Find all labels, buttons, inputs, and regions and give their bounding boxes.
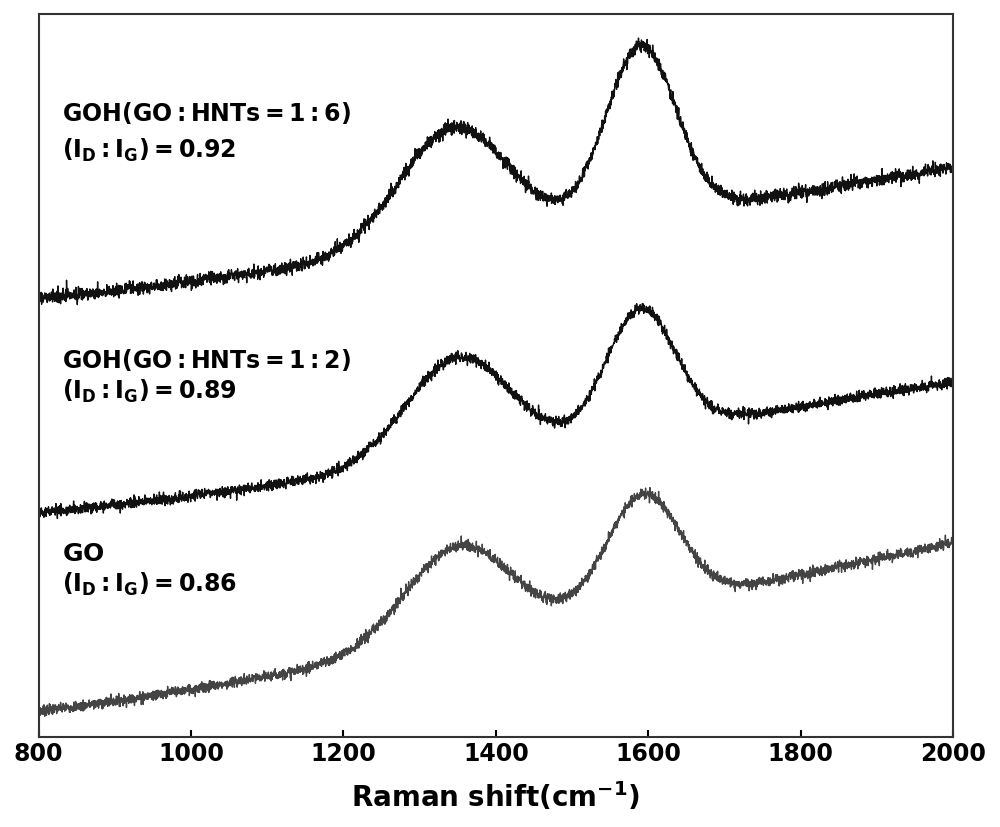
- Text: $\mathbf{(I_D:I_G)=0.89}$: $\mathbf{(I_D:I_G)=0.89}$: [62, 378, 236, 405]
- Text: $\mathbf{GOH(GO:HNTs=1:6)}$: $\mathbf{GOH(GO:HNTs=1:6)}$: [62, 100, 351, 127]
- Text: $\mathbf{GO}$: $\mathbf{GO}$: [62, 542, 104, 566]
- X-axis label: $\mathbf{Raman\ shift(cm^{-1})}$: $\mathbf{Raman\ shift(cm^{-1})}$: [351, 780, 640, 813]
- Text: $\mathbf{GOH(GO:HNTs=1:2)}$: $\mathbf{GOH(GO:HNTs=1:2)}$: [62, 347, 351, 373]
- Text: $\mathbf{(I_D:I_G)=0.86}$: $\mathbf{(I_D:I_G)=0.86}$: [62, 571, 236, 598]
- Text: $\mathbf{(I_D:I_G)=0.92}$: $\mathbf{(I_D:I_G)=0.92}$: [62, 136, 235, 164]
